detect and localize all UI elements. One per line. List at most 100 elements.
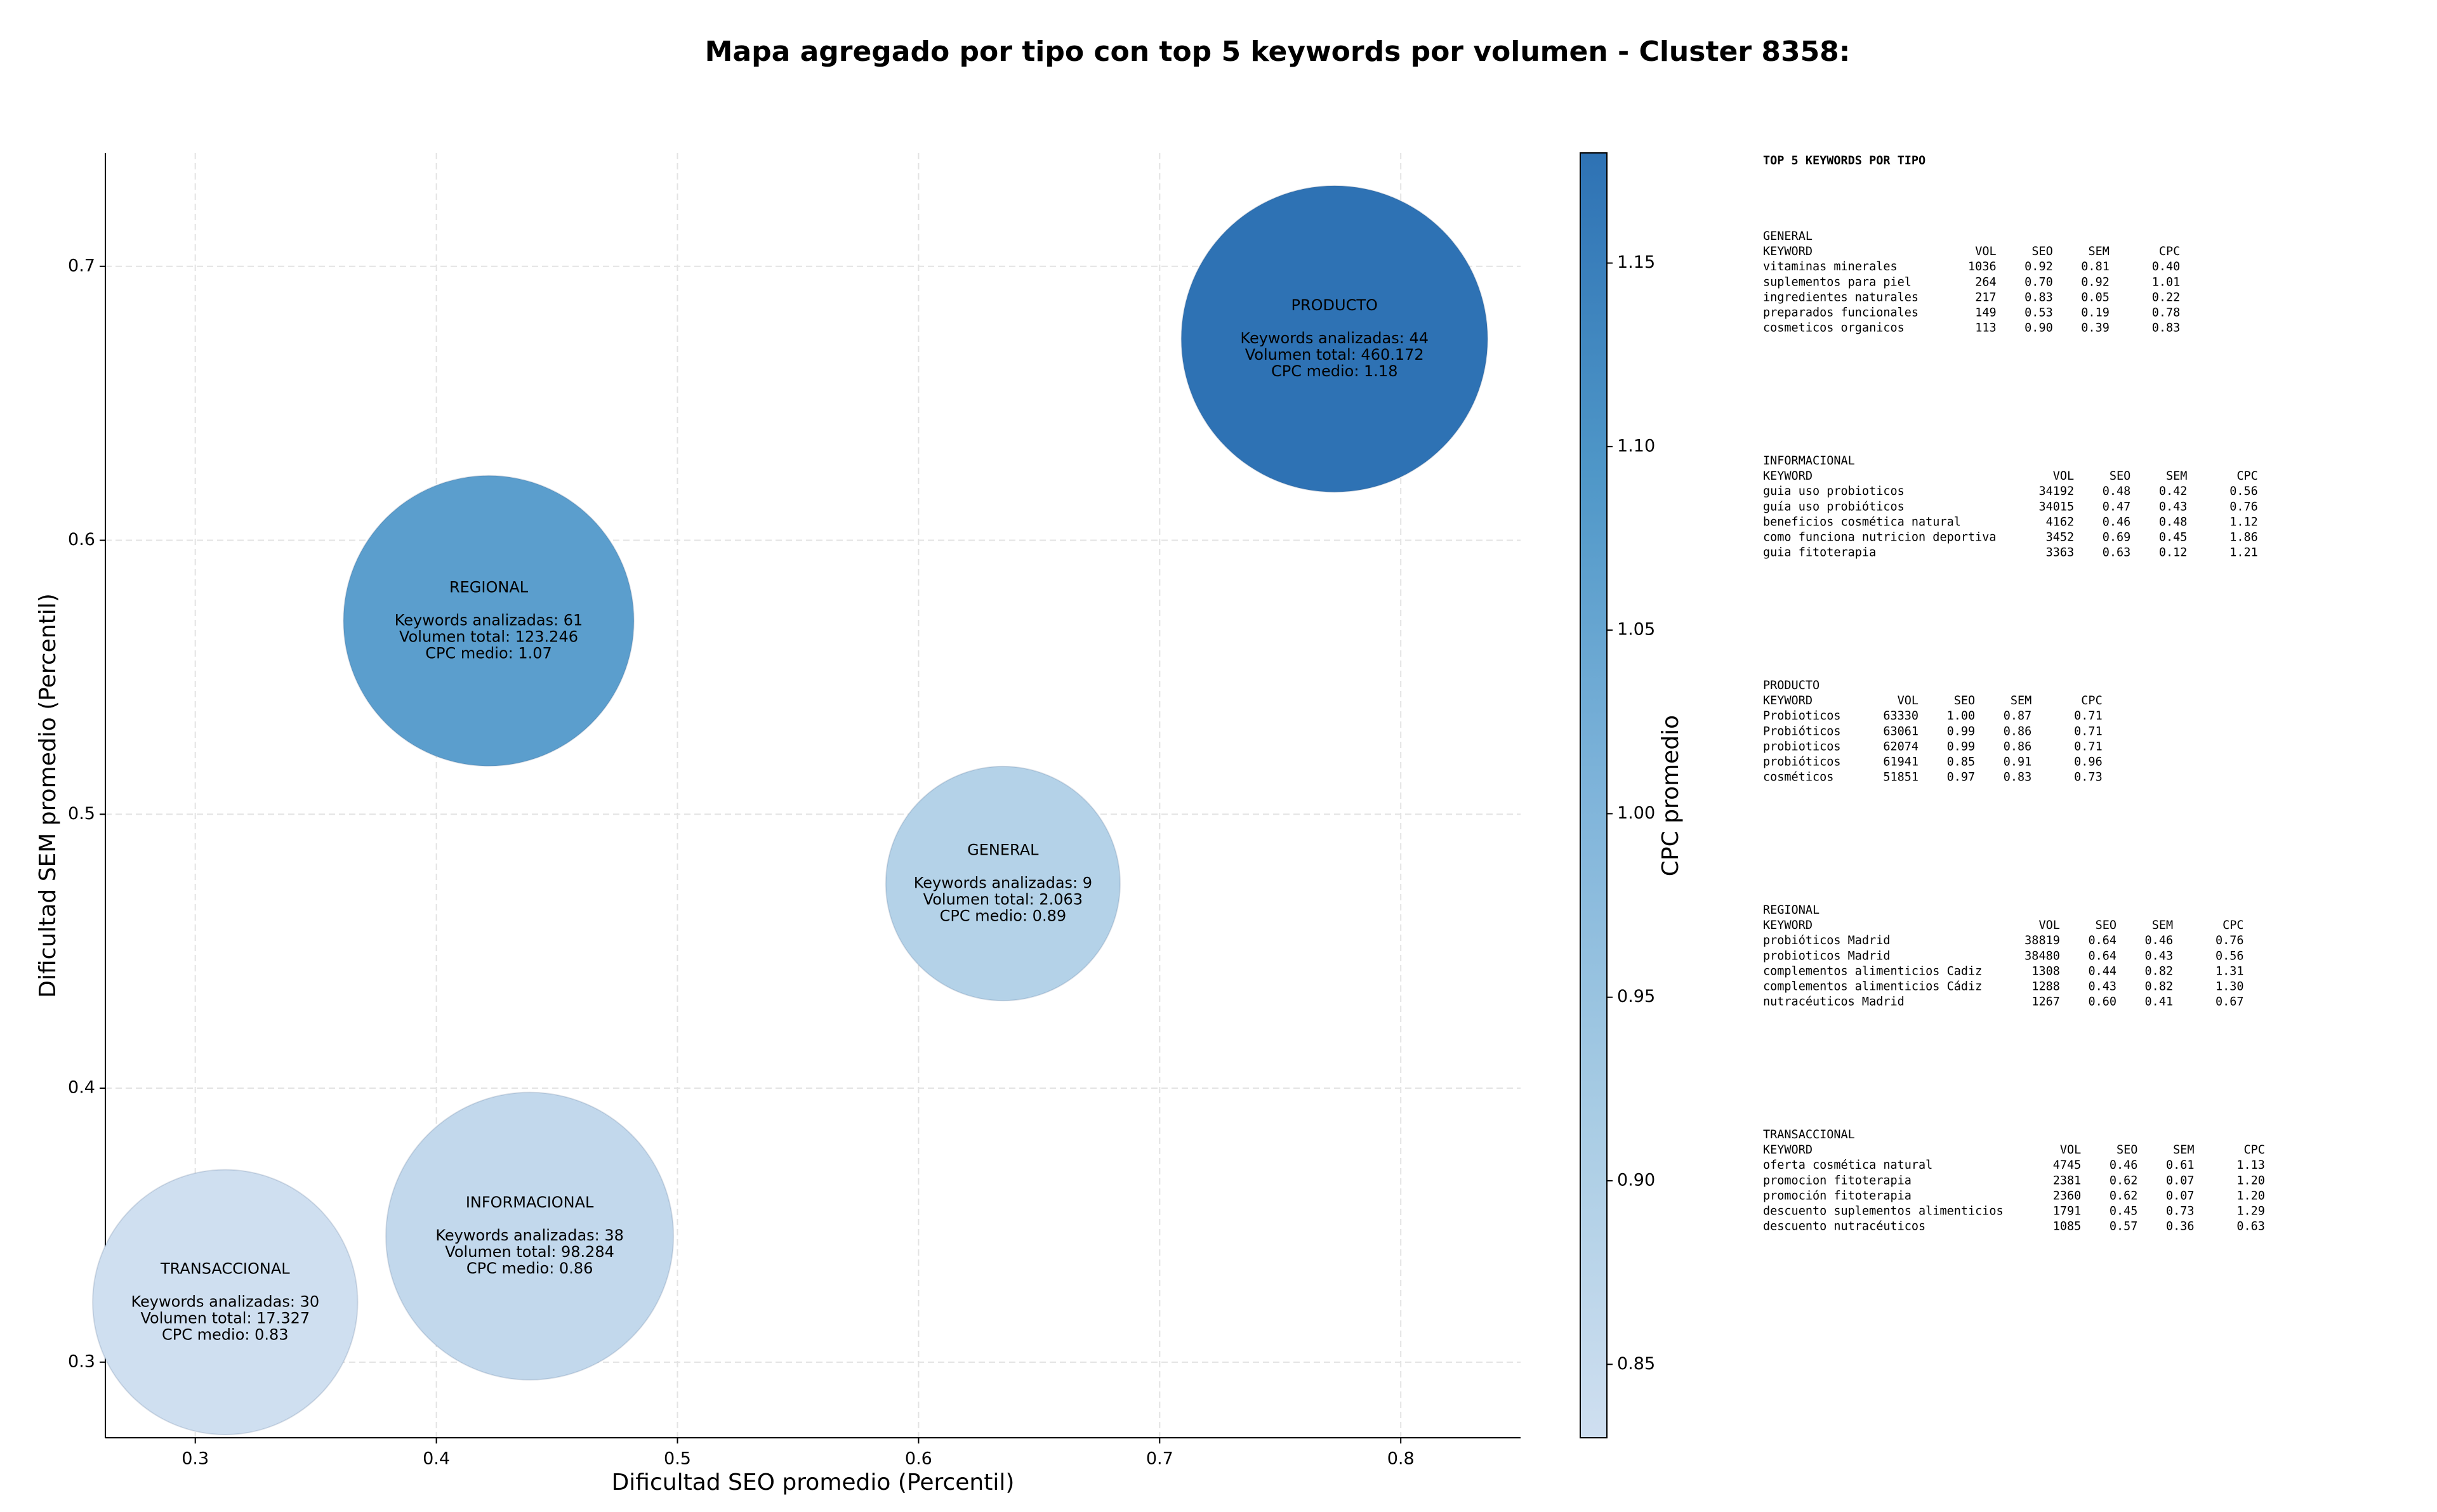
panel-cell: 1.21	[2229, 546, 2258, 560]
panel-cell: probioticos Madrid	[1763, 949, 1890, 963]
panel-cell: guía uso probióticos	[1763, 500, 1905, 513]
y-tick-label: 0.4	[68, 1078, 95, 1098]
panel-cell: 1.30	[2216, 980, 2244, 994]
panel-header: CPC	[2222, 919, 2243, 932]
panel-title: TOP 5 KEYWORDS POR TIPO	[1763, 154, 1925, 168]
panel-cell: 0.86	[2004, 725, 2032, 738]
panel-cell: 0.41	[2145, 996, 2174, 1009]
panel-header: SEO	[2110, 470, 2130, 483]
chart-title: Mapa agregado por tipo con top 5 keyword…	[705, 36, 1851, 68]
panel-cell: guia uso probioticos	[1763, 485, 1905, 498]
panel-cell: 0.48	[2103, 485, 2131, 498]
panel-cell: 1.20	[2236, 1189, 2265, 1202]
panel-cell: 0.05	[2081, 291, 2110, 304]
panel-cell: 1036	[1968, 260, 1997, 273]
panel-cell: 0.43	[2088, 980, 2117, 994]
panel-header: VOL	[2060, 1143, 2081, 1157]
panel-cell: 4745	[2053, 1159, 2082, 1172]
panel-cell: 1.12	[2229, 515, 2258, 529]
bubble-label: Volumen total: 460.172	[1245, 346, 1424, 364]
panel-cell: 0.99	[1947, 725, 1976, 738]
section-name: INFORMACIONAL	[1763, 454, 1855, 468]
x-tick-label: 0.3	[182, 1449, 209, 1469]
panel-cell: 0.86	[2004, 740, 2032, 753]
bubble-label: CPC medio: 1.18	[1271, 362, 1398, 380]
y-tick-label: 0.6	[68, 530, 95, 549]
panel-cell: oferta cosmética natural	[1763, 1159, 1932, 1172]
colorbar	[1580, 152, 1608, 1438]
panel-cell: 0.12	[2159, 546, 2188, 560]
panel-cell: 0.42	[2159, 485, 2188, 498]
panel-cell: 0.63	[2236, 1220, 2265, 1233]
panel-cell: 0.71	[2074, 740, 2103, 753]
panel-header: SEO	[2096, 919, 2117, 932]
panel-cell: Probióticos	[1763, 725, 1841, 738]
panel-header: KEYWORD	[1763, 919, 1813, 932]
panel-cell: cosmeticos organicos	[1763, 322, 1905, 335]
colorbar-tick-label: 1.15	[1617, 253, 1655, 272]
bubble-label: CPC medio: 0.86	[466, 1259, 593, 1277]
panel-cell: 0.46	[2110, 1159, 2138, 1172]
panel-header: VOL	[1898, 694, 1919, 707]
panel-cell: vitaminas minerales	[1763, 260, 1898, 273]
panel-header: CPC	[2236, 470, 2257, 483]
panel-cell: 0.73	[2166, 1205, 2195, 1218]
panel-cell: 63061	[1883, 725, 1919, 738]
bubble-name: GENERAL	[967, 841, 1039, 859]
bubble-label: Keywords analizadas: 38	[435, 1226, 624, 1244]
panel-header: VOL	[2038, 919, 2059, 932]
panel-cell: suplementos para piel	[1763, 275, 1912, 289]
panel-cell: 0.83	[2152, 322, 2181, 335]
panel-cell: 0.60	[2088, 996, 2117, 1009]
panel-cell: 0.81	[2081, 260, 2110, 273]
panel-header: SEO	[2031, 245, 2052, 258]
panel-cell: 0.71	[2074, 725, 2103, 738]
panel-cell: 0.45	[2110, 1205, 2138, 1218]
panel-cell: 0.99	[1947, 740, 1976, 753]
panel-cell: beneficios cosmética natural	[1763, 515, 1961, 529]
bubble-name: PRODUCTO	[1291, 296, 1378, 314]
panel-cell: 0.67	[2216, 996, 2244, 1009]
panel-cell: 0.69	[2103, 531, 2131, 544]
panel-cell: 0.96	[2074, 756, 2103, 769]
panel-cell: 0.82	[2145, 980, 2174, 994]
bubble-name: INFORMACIONAL	[466, 1193, 594, 1211]
panel-cell: como funciona nutricion deportiva	[1763, 531, 1997, 544]
panel-header: SEO	[2117, 1143, 2137, 1157]
panel-cell: ingredientes naturales	[1763, 291, 1919, 304]
panel-cell: 38480	[2024, 949, 2060, 963]
bubble	[92, 1169, 359, 1436]
panel-cell: 0.46	[2145, 934, 2174, 947]
bubble-label: Volumen total: 2.063	[923, 891, 1083, 909]
panel-cell: 217	[1975, 291, 1996, 304]
panel-cell: 0.40	[2152, 260, 2181, 273]
panel-cell: 0.63	[2103, 546, 2131, 560]
panel-header: SEM	[2088, 245, 2109, 258]
panel-cell: 0.83	[2004, 771, 2032, 784]
panel-cell: 0.70	[2024, 275, 2053, 289]
panel-header: KEYWORD	[1763, 470, 1813, 483]
panel-cell: promocion fitoterapia	[1763, 1174, 1912, 1187]
panel-cell: 0.56	[2216, 949, 2244, 963]
panel-cell: 2360	[2053, 1189, 2082, 1202]
section-name: GENERAL	[1763, 230, 1813, 243]
y-tick-label: 0.5	[68, 804, 95, 824]
panel-cell: 0.57	[2110, 1220, 2138, 1233]
panel-cell: 2381	[2053, 1174, 2082, 1187]
colorbar-tick-label: 1.00	[1617, 803, 1655, 823]
panel-cell: nutracéuticos Madrid	[1763, 996, 1905, 1009]
panel-cell: 4162	[2046, 515, 2075, 529]
x-tick-label: 0.7	[1146, 1449, 1173, 1469]
panel-cell: 0.44	[2088, 964, 2117, 978]
panel-cell: 0.71	[2074, 709, 2103, 723]
y-tick-label: 0.7	[68, 256, 95, 275]
panel-header: KEYWORD	[1763, 694, 1813, 707]
colorbar-tick-label: 1.05	[1617, 620, 1655, 640]
panel-cell: descuento nutracéuticos	[1763, 1220, 1925, 1233]
panel-header: KEYWORD	[1763, 1143, 1813, 1157]
panel-header: SEM	[2173, 1143, 2194, 1157]
panel-cell: descuento suplementos alimenticios	[1763, 1205, 2004, 1218]
panel-cell: 38819	[2024, 934, 2060, 947]
panel-header: VOL	[2053, 470, 2074, 483]
